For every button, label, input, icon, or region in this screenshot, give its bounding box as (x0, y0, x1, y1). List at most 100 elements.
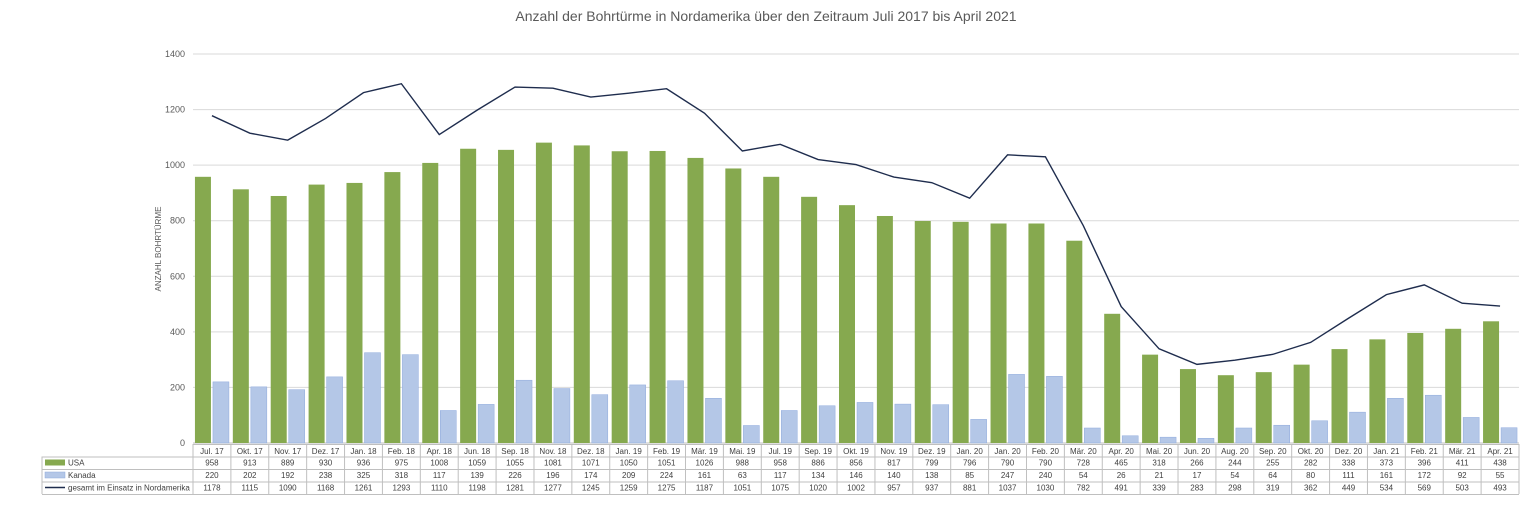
table-cell-value: 85 (965, 471, 974, 480)
table-cell-value: 1030 (1037, 484, 1055, 493)
table-cell-value: 396 (1418, 459, 1432, 468)
table-cell-value: 1277 (544, 484, 562, 493)
bar-usa (1142, 354, 1159, 443)
y-tick-label: 600 (170, 271, 185, 281)
table-cell-value: 957 (887, 484, 901, 493)
table-cell-value: 1115 (242, 484, 259, 493)
table-cell-value: 1020 (809, 484, 827, 493)
bar-usa (460, 148, 477, 444)
total-line (211, 82, 1501, 366)
x-tick-label: Apr. 20 (1109, 447, 1135, 456)
bar-usa (1217, 375, 1234, 443)
x-tick-label: Aug. 20 (1221, 447, 1249, 456)
bar-usa (1028, 223, 1045, 443)
table-cell-value: 21 (1155, 471, 1164, 480)
table-cell-value: 937 (925, 484, 939, 493)
bar-kanada (1387, 398, 1404, 444)
bar-kanada (288, 389, 305, 444)
table-cell-value: 134 (811, 471, 825, 480)
x-tick-label: Nov. 18 (539, 447, 567, 456)
table-cell-value: 449 (1342, 484, 1356, 493)
bar-usa (1293, 364, 1310, 443)
bar-usa (763, 176, 780, 443)
bar-usa (308, 184, 325, 444)
table-cell-value: 1261 (355, 484, 373, 493)
x-tick-label: Mai. 20 (1146, 447, 1173, 456)
table-cell-value: 534 (1380, 484, 1394, 493)
bar-usa (725, 168, 742, 443)
x-tick-label: Dez. 19 (918, 447, 946, 456)
table-cell-value: 255 (1266, 459, 1280, 468)
table-cell-value: 889 (281, 459, 295, 468)
x-tick-label: Jan. 21 (1373, 447, 1400, 456)
table-cell-value: 1293 (392, 484, 410, 493)
bar-kanada (553, 388, 571, 444)
table-cell-value: 728 (1077, 459, 1091, 468)
bar-kanada (1046, 376, 1063, 444)
table-cell-value: 1259 (620, 484, 638, 493)
table-cell-value: 298 (1228, 484, 1242, 493)
bar-kanada (1500, 427, 1518, 444)
table-cell-value: 266 (1190, 459, 1204, 468)
table-cell-value: 930 (319, 459, 333, 468)
x-tick-label: Mär. 19 (691, 447, 718, 456)
x-tick-label: Jan. 20 (994, 447, 1021, 456)
table-cell-value: 1198 (469, 484, 487, 493)
bar-kanada (970, 419, 987, 444)
table-cell-value: 174 (584, 471, 598, 480)
table-cell-value: 936 (357, 459, 371, 468)
bar-usa (611, 151, 628, 443)
bar-kanada (1311, 420, 1328, 444)
table-cell-value: 1090 (279, 484, 297, 493)
bar-kanada (1235, 427, 1253, 444)
bar-usa (952, 221, 969, 443)
bar-kanada (477, 404, 495, 444)
bar-usa (1331, 349, 1348, 443)
x-tick-label: Jan. 19 (616, 447, 643, 456)
x-tick-label: Sep. 19 (804, 447, 832, 456)
table-cell-value: 856 (849, 459, 863, 468)
table-cell-value: 282 (1304, 459, 1318, 468)
table-cell-value: 1281 (506, 484, 524, 493)
y-tick-label: 400 (170, 327, 185, 337)
table-cell-value: 799 (925, 459, 939, 468)
table-cell-value: 373 (1380, 459, 1394, 468)
y-axis-ticks: 0 200 400 600 800 1000 1200 1400 (165, 49, 185, 448)
table-cell-value: 1002 (847, 484, 865, 493)
table-cell-value: 224 (660, 471, 674, 480)
bar-usa (498, 149, 515, 443)
bar-usa (232, 189, 249, 443)
bar-kanada (326, 376, 343, 444)
bar-kanada (667, 380, 684, 444)
x-tick-label: Apr. 21 (1487, 447, 1513, 456)
table-cell-value: 1071 (582, 459, 600, 468)
x-tick-label: Okt. 19 (843, 447, 869, 456)
bar-usa (270, 195, 287, 443)
table-cell-value: 283 (1190, 484, 1204, 493)
table-cell-value: 1008 (430, 459, 448, 468)
bar-kanada (1197, 438, 1215, 444)
table-cell-value: 325 (357, 471, 371, 480)
table-cell-value: 146 (849, 471, 863, 480)
table-cell-value: 411 (1456, 459, 1469, 468)
table-cell-value: 64 (1268, 471, 1277, 480)
y-tick-label: 1400 (165, 49, 185, 59)
bar-kanada (705, 398, 722, 444)
bar-kanada (780, 410, 798, 444)
x-tick-label: Jul. 17 (200, 447, 224, 456)
table-cell-value: 790 (1001, 459, 1015, 468)
bar-kanada (894, 403, 912, 444)
bar-usa (384, 172, 401, 443)
y-tick-label: 1200 (165, 105, 185, 115)
bar-usa (422, 162, 439, 444)
legend-label: gesamt im Einsatz in Nordamerika (68, 484, 190, 493)
x-tick-label: Jul. 19 (768, 447, 792, 456)
legend-label: USA (68, 459, 85, 468)
bar-usa (1445, 328, 1462, 443)
x-tick-label: Nov. 17 (274, 447, 302, 456)
bar-usa (1483, 321, 1500, 443)
bar-usa (535, 142, 552, 444)
table-cell-value: 140 (887, 471, 901, 480)
y-tick-label: 800 (170, 216, 185, 226)
